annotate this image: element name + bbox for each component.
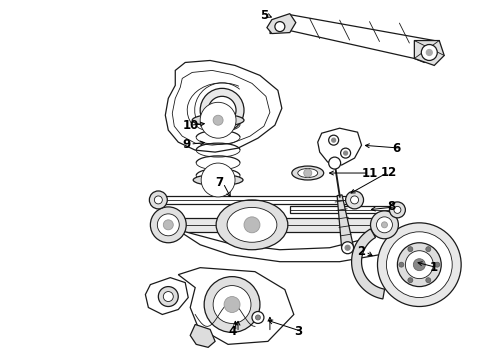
- Text: 6: 6: [392, 141, 401, 155]
- Circle shape: [376, 217, 392, 233]
- Text: 9: 9: [182, 138, 191, 150]
- Circle shape: [341, 148, 350, 158]
- Circle shape: [275, 22, 285, 32]
- Circle shape: [387, 232, 452, 298]
- Polygon shape: [165, 60, 282, 152]
- Circle shape: [345, 191, 364, 209]
- Circle shape: [329, 135, 339, 145]
- Circle shape: [200, 102, 236, 138]
- Circle shape: [149, 191, 167, 209]
- Circle shape: [426, 50, 432, 55]
- Text: 3: 3: [294, 325, 302, 338]
- Circle shape: [304, 169, 312, 177]
- Ellipse shape: [216, 200, 288, 250]
- Text: 12: 12: [380, 166, 397, 179]
- Circle shape: [252, 311, 264, 323]
- Polygon shape: [158, 196, 355, 204]
- Polygon shape: [318, 128, 362, 165]
- Circle shape: [213, 115, 223, 125]
- Circle shape: [150, 207, 186, 243]
- Ellipse shape: [298, 168, 318, 177]
- Circle shape: [405, 251, 433, 279]
- Text: 4: 4: [228, 325, 236, 338]
- Circle shape: [158, 287, 178, 306]
- Circle shape: [435, 262, 440, 267]
- Circle shape: [426, 247, 431, 252]
- Circle shape: [329, 157, 341, 169]
- Circle shape: [394, 206, 401, 213]
- Circle shape: [350, 196, 359, 204]
- Text: 10: 10: [182, 119, 198, 132]
- Circle shape: [408, 278, 413, 283]
- Circle shape: [200, 88, 244, 132]
- Circle shape: [255, 315, 261, 320]
- Text: 1: 1: [429, 261, 438, 274]
- Polygon shape: [290, 206, 397, 213]
- Circle shape: [408, 247, 413, 252]
- Polygon shape: [178, 268, 294, 345]
- Polygon shape: [415, 41, 444, 66]
- Text: 2: 2: [358, 245, 366, 258]
- Circle shape: [421, 45, 437, 60]
- Circle shape: [157, 214, 179, 236]
- Polygon shape: [337, 195, 353, 249]
- Ellipse shape: [292, 166, 324, 180]
- Circle shape: [397, 243, 441, 287]
- Circle shape: [377, 223, 461, 306]
- Circle shape: [201, 163, 235, 197]
- Circle shape: [399, 262, 404, 267]
- Circle shape: [163, 292, 173, 302]
- Polygon shape: [180, 232, 394, 262]
- Polygon shape: [190, 324, 215, 347]
- Circle shape: [345, 245, 350, 250]
- Circle shape: [213, 285, 251, 323]
- Text: 11: 11: [362, 167, 378, 180]
- Polygon shape: [352, 229, 385, 299]
- Circle shape: [204, 276, 260, 332]
- Polygon shape: [146, 278, 188, 315]
- Ellipse shape: [193, 175, 243, 185]
- Circle shape: [414, 259, 425, 271]
- Ellipse shape: [192, 114, 244, 126]
- Circle shape: [390, 202, 405, 218]
- Circle shape: [370, 211, 398, 239]
- Circle shape: [244, 217, 260, 233]
- Circle shape: [382, 222, 388, 228]
- Circle shape: [216, 104, 228, 116]
- Circle shape: [154, 196, 162, 204]
- Polygon shape: [270, 15, 439, 62]
- Ellipse shape: [227, 207, 277, 242]
- Text: 7: 7: [215, 176, 223, 189]
- Polygon shape: [160, 218, 390, 232]
- Circle shape: [426, 278, 431, 283]
- Circle shape: [163, 220, 173, 230]
- Circle shape: [342, 242, 354, 254]
- Circle shape: [224, 297, 240, 312]
- Circle shape: [343, 151, 347, 155]
- Text: 5: 5: [260, 9, 268, 22]
- Circle shape: [208, 96, 236, 124]
- Circle shape: [332, 138, 336, 142]
- Text: 8: 8: [388, 201, 396, 213]
- Polygon shape: [267, 14, 296, 33]
